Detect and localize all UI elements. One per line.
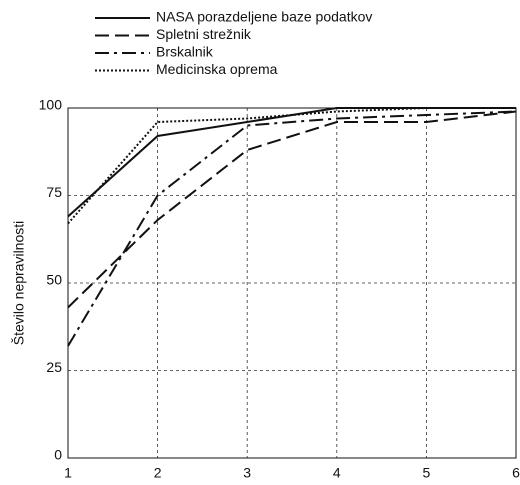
x-tick-label: 4 <box>333 465 341 481</box>
x-tick-label: 5 <box>423 465 431 481</box>
y-tick-label: 0 <box>54 447 62 463</box>
series-line <box>67 107 516 225</box>
legend-label: Spletni strežnik <box>156 26 252 42</box>
legend-label: NASA porazdeljene baze podatkov <box>156 9 372 25</box>
y-tick-label: 25 <box>46 359 62 375</box>
x-tick-label: 6 <box>512 465 520 481</box>
y-axis-label: Število nepravilnosti <box>11 221 27 346</box>
legend-label: Medicinska oprema <box>156 61 278 77</box>
series-line <box>67 110 517 347</box>
x-tick-label: 2 <box>154 465 162 481</box>
y-tick-label: 75 <box>46 184 62 200</box>
y-tick-label: 50 <box>46 272 62 288</box>
x-tick-label: 1 <box>64 465 72 481</box>
x-tick-label: 3 <box>243 465 251 481</box>
legend-label: Brskalnik <box>156 44 214 60</box>
series-line <box>67 107 516 218</box>
series-line <box>67 110 517 309</box>
y-tick-label: 100 <box>39 97 63 113</box>
plot-frame <box>67 107 517 459</box>
